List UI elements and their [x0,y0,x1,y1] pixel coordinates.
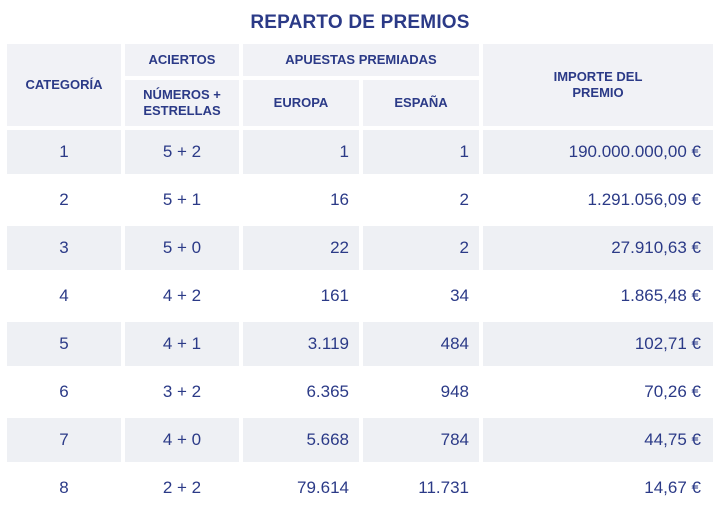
prize-table-body: 1 5 + 2 1 1 190.000.000,00 € 2 5 + 1 16 … [7,130,713,514]
cell-espana: 2 [363,226,479,270]
cell-importe: 44,75 € [483,418,713,462]
cell-europa: 79.614 [297,478,349,497]
table-row: 2 5 + 1 16 2 1.291.056,09 € [7,178,713,226]
table-row: 6 3 + 2 6.365 948 70,26 € [7,370,713,418]
cell-categoria: 4 [59,286,69,305]
cell-europa: 22 [243,226,359,270]
table-row: 3 5 + 0 22 2 27.910,63 € [7,226,713,274]
cell-categoria: 8 [59,478,69,497]
cell-espana: 2 [459,190,469,209]
cell-espana: 1 [363,130,479,174]
cell-europa: 5.668 [243,418,359,462]
cell-categoria: 2 [59,190,69,209]
header-importe: IMPORTE DEL PREMIO [483,44,713,126]
header-espana: ESPAÑA [363,80,479,126]
header-aciertos: ACIERTOS [125,44,239,76]
cell-aciertos: 5 + 0 [125,226,239,270]
cell-importe: 102,71 € [483,322,713,366]
cell-espana: 11.731 [418,478,469,497]
cell-europa: 161 [320,286,349,305]
header-europa: EUROPA [243,80,359,126]
cell-aciertos: 4 + 0 [125,418,239,462]
cell-categoria: 1 [7,130,121,174]
cell-importe: 1.291.056,09 € [587,190,701,209]
table-row: 1 5 + 2 1 1 190.000.000,00 € [7,130,713,178]
table-row: 5 4 + 1 3.119 484 102,71 € [7,322,713,370]
cell-espana: 484 [363,322,479,366]
cell-aciertos: 4 + 1 [125,322,239,366]
header-numeros-estrellas: NÚMEROS + ESTRELLAS [125,80,239,126]
table-header: CATEGORÍA ACIERTOS NÚMEROS + ESTRELLAS A… [7,44,713,126]
cell-importe: 70,26 € [644,382,701,401]
cell-importe: 1.865,48 € [620,286,701,305]
table-row: 7 4 + 0 5.668 784 44,75 € [7,418,713,466]
header-apuestas-premiadas: APUESTAS PREMIADAS [243,44,479,76]
cell-aciertos: 4 + 2 [162,286,202,305]
header-categoria: CATEGORÍA [7,44,121,126]
cell-categoria: 6 [59,382,69,401]
cell-importe: 190.000.000,00 € [483,130,713,174]
cell-espana: 784 [363,418,479,462]
cell-aciertos: 2 + 2 [162,478,202,497]
table-row: 4 4 + 2 161 34 1.865,48 € [7,274,713,322]
cell-espana: 34 [450,286,469,305]
cell-europa: 16 [330,190,349,209]
cell-importe: 14,67 € [644,478,701,497]
table-row: 8 2 + 2 79.614 11.731 14,67 € [7,466,713,514]
cell-aciertos: 3 + 2 [162,382,202,401]
cell-aciertos: 5 + 2 [125,130,239,174]
cell-aciertos: 5 + 1 [162,190,202,209]
cell-europa: 3.119 [243,322,359,366]
cell-espana: 948 [440,382,469,401]
cell-categoria: 7 [7,418,121,462]
cell-categoria: 5 [7,322,121,366]
cell-importe: 27.910,63 € [483,226,713,270]
table-title: REPARTO DE PREMIOS [250,12,470,33]
cell-europa: 6.365 [306,382,349,401]
cell-europa: 1 [243,130,359,174]
cell-categoria: 3 [7,226,121,270]
